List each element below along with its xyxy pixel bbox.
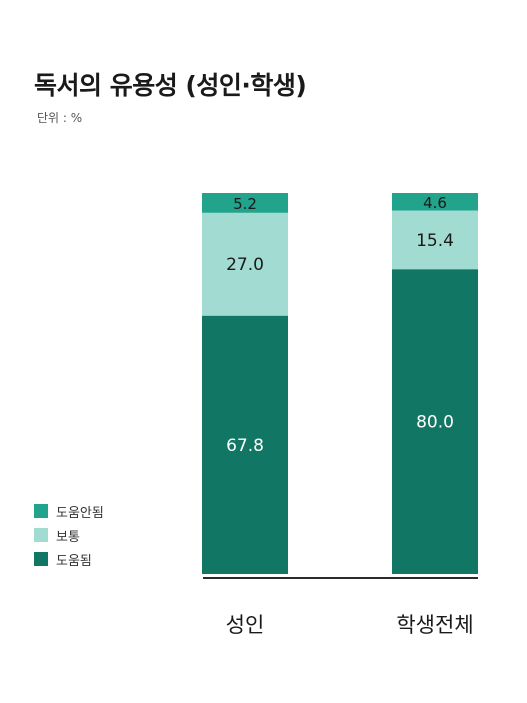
data-label: 5.2: [233, 195, 257, 213]
x-tick-label: 학생전체: [396, 613, 473, 637]
x-tick-label: 성인: [226, 613, 265, 637]
legend-swatch: [34, 504, 48, 518]
bar-segment: [202, 212, 288, 316]
legend-label: 도움됨: [56, 553, 92, 569]
bar-segment: [392, 193, 478, 211]
legend-item: 보통: [34, 526, 104, 545]
bar-segment: [392, 269, 478, 574]
chart-title: 독서의 유용성 (성인·학생): [34, 71, 307, 100]
legend-label: 보통: [56, 529, 80, 545]
legend-item: 도움됨: [34, 550, 104, 569]
data-label: 15.4: [416, 231, 454, 251]
legend-item: 도움안됨: [34, 502, 104, 521]
legend-swatch: [34, 552, 48, 566]
legend-label: 도움안됨: [56, 505, 104, 521]
data-label: 27.0: [226, 255, 264, 275]
data-label: 4.6: [423, 194, 447, 212]
bar-segment: [392, 210, 478, 270]
bar-segment: [202, 315, 288, 574]
bar-segment: [202, 193, 288, 213]
legend-swatch: [34, 528, 48, 542]
data-label: 80.0: [416, 413, 454, 433]
data-label: 67.8: [226, 436, 264, 456]
x-tick-labels: 성인 학생전체: [226, 613, 474, 637]
bars-group: 67.8 27.0 5.2 80.0 15.4 4.6: [202, 193, 478, 574]
unit-label: 단위 : %: [37, 111, 83, 125]
